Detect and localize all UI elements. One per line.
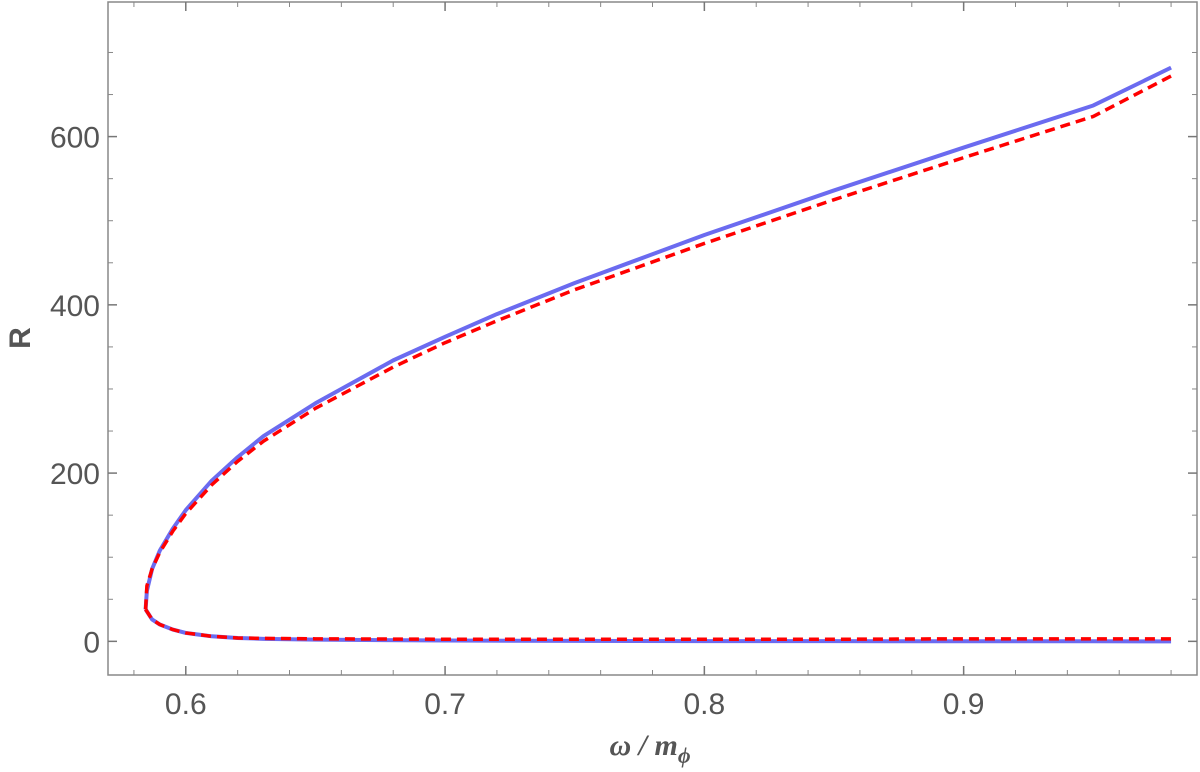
x-axis-title-subscript: ϕ <box>678 743 691 768</box>
x-tick-label: 0.6 <box>165 688 207 721</box>
ticks <box>108 2 1197 675</box>
plot-frame <box>107 1 1198 676</box>
series-layer <box>143 65 1172 644</box>
series-1-branch-1-line <box>143 65 1172 610</box>
tick-labels: 0.6 0.7 0.8 0.9 0 200 400 600 <box>50 122 985 721</box>
series-1-branch-2-line <box>143 608 1172 644</box>
x-axis-title: ω / mϕ <box>609 729 690 768</box>
y-axis-title: R <box>4 327 37 349</box>
y-tick-label: 200 <box>50 458 100 491</box>
x-axis-title-main: ω / m <box>609 729 677 762</box>
x-tick-label: 0.9 <box>943 688 985 721</box>
y-tick-label: 400 <box>50 290 100 323</box>
y-tick-label: 0 <box>83 626 100 659</box>
y-tick-label: 600 <box>50 122 100 155</box>
x-tick-label: 0.8 <box>683 688 725 721</box>
x-tick-label: 0.7 <box>424 688 466 721</box>
series-2-branch-2-line <box>144 608 1172 641</box>
series-2-branch-1-line <box>143 74 1172 610</box>
